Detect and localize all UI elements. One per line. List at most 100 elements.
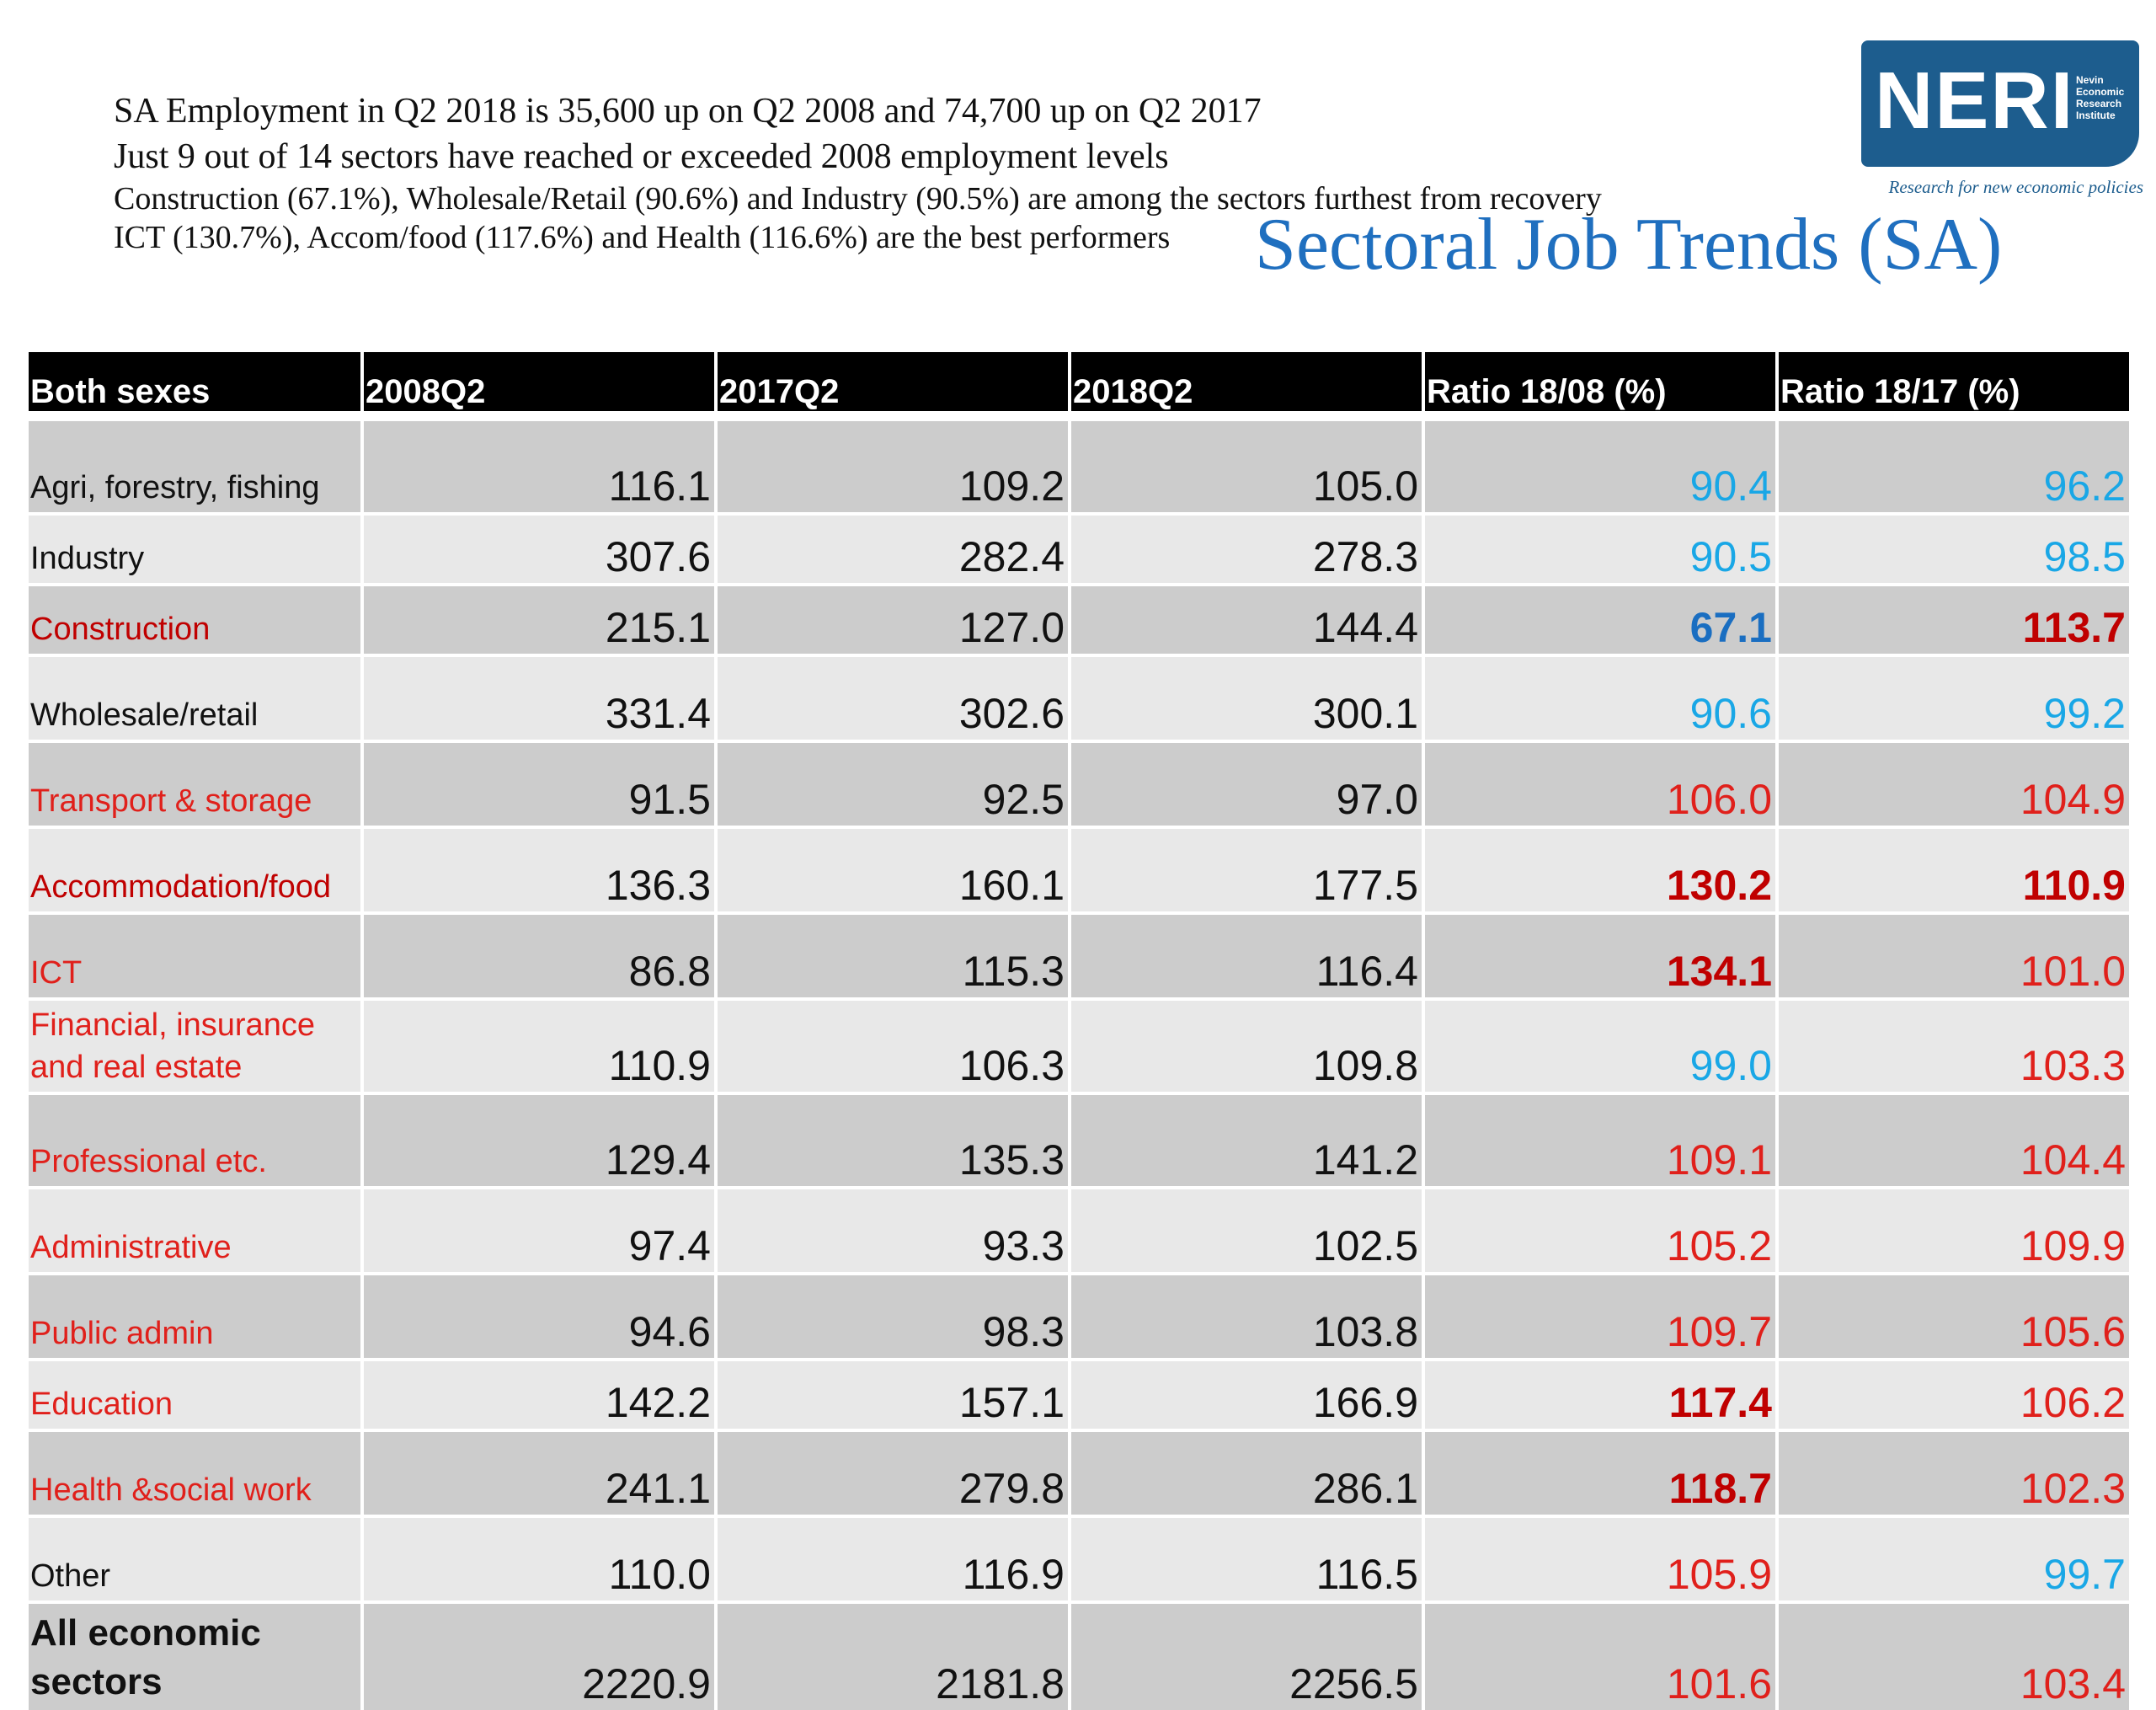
header-2017q2: 2017Q2 bbox=[718, 352, 1068, 411]
sector-label: Accommodation/food bbox=[29, 826, 360, 911]
value-2008q2: 307.6 bbox=[364, 512, 714, 583]
value-2008q2: 142.2 bbox=[364, 1358, 714, 1429]
ratio-18-17: 105.6 bbox=[1779, 1272, 2129, 1358]
table-row: Education 142.2 157.1 166.9 117.4 106.2 bbox=[29, 1358, 2129, 1429]
ratio-18-17: 98.5 bbox=[1779, 512, 2129, 583]
ratio-18-17: 103.3 bbox=[1779, 997, 2129, 1092]
value-2008q2: 241.1 bbox=[364, 1429, 714, 1515]
sector-label: Wholesale/retail bbox=[29, 654, 360, 740]
value-2008q2: 116.1 bbox=[364, 411, 714, 512]
ratio-18-08: 105.9 bbox=[1425, 1515, 1775, 1600]
sector-label: Education bbox=[29, 1358, 360, 1429]
logo-mark: NERI bbox=[1875, 56, 2075, 146]
value-2018q2: 278.3 bbox=[1071, 512, 1422, 583]
ratio-18-08: 117.4 bbox=[1425, 1358, 1775, 1429]
value-2008q2: 86.8 bbox=[364, 911, 714, 997]
table-header-row: Both sexes 2008Q2 2017Q2 2018Q2 Ratio 18… bbox=[29, 352, 2129, 411]
ratio-18-08: 67.1 bbox=[1425, 583, 1775, 654]
table-row: Agri, forestry, fishing 116.1 109.2 105.0 90… bbox=[29, 411, 2129, 512]
value-2018q2: 102.5 bbox=[1071, 1186, 1422, 1272]
value-2008q2: 215.1 bbox=[364, 583, 714, 654]
value-2018q2: 109.8 bbox=[1071, 997, 1422, 1092]
sector-label: Financial, insurance and real estate bbox=[29, 997, 360, 1092]
table-row: Construction 215.1 127.0 144.4 67.1 113.7 bbox=[29, 583, 2129, 654]
ratio-18-17: 99.7 bbox=[1779, 1515, 2129, 1600]
logo-tagline: Research for new economic policies bbox=[1888, 177, 2143, 197]
value-2018q2: 177.5 bbox=[1071, 826, 1422, 911]
intro-text: SA Employment in Q2 2018 is 35,600 up on… bbox=[114, 88, 1790, 257]
ratio-18-08: 118.7 bbox=[1425, 1429, 1775, 1515]
ratio-18-17: 113.7 bbox=[1779, 583, 2129, 654]
value-2017q2: 279.8 bbox=[718, 1429, 1068, 1515]
header-ratio-18-17: Ratio 18/17 (%) bbox=[1779, 352, 2129, 411]
value-2018q2: 144.4 bbox=[1071, 583, 1422, 654]
intro-line-3: Construction (67.1%), Wholesale/Retail (… bbox=[114, 181, 1602, 216]
ratio-18-17: 110.9 bbox=[1779, 826, 2129, 911]
value-2017q2: 98.3 bbox=[718, 1272, 1068, 1358]
table-row: Accommodation/food 136.3 160.1 177.5 130.2 11… bbox=[29, 826, 2129, 911]
table-row: Industry 307.6 282.4 278.3 90.5 98.5 bbox=[29, 512, 2129, 583]
value-2017q2: 115.3 bbox=[718, 911, 1068, 997]
value-2008q2: 91.5 bbox=[364, 740, 714, 826]
sector-label: ICT bbox=[29, 911, 360, 997]
value-2017q2: 116.9 bbox=[718, 1515, 1068, 1600]
logo-badge: NERI Nevin Economic Research Institute bbox=[1861, 40, 2139, 167]
value-2008q2: 94.6 bbox=[364, 1272, 714, 1358]
ratio-18-08: 90.5 bbox=[1425, 512, 1775, 583]
value-2018q2: 116.5 bbox=[1071, 1515, 1422, 1600]
value-2018q2: 103.8 bbox=[1071, 1272, 1422, 1358]
ratio-18-17: 96.2 bbox=[1779, 411, 2129, 512]
table-row: ICT 86.8 115.3 116.4 134.1 101.0 bbox=[29, 911, 2129, 997]
ratio-18-17: 109.9 bbox=[1779, 1186, 2129, 1272]
ratio-18-08: 99.0 bbox=[1425, 997, 1775, 1092]
intro-line-1: SA Employment in Q2 2018 is 35,600 up on… bbox=[114, 92, 1262, 131]
sector-jobs-table: Both sexes 2008Q2 2017Q2 2018Q2 Ratio 18… bbox=[25, 352, 2132, 1710]
value-2018q2: 116.4 bbox=[1071, 911, 1422, 997]
ratio-18-08: 90.4 bbox=[1425, 411, 1775, 512]
value-2018q2: 105.0 bbox=[1071, 411, 1422, 512]
header-ratio-18-08: Ratio 18/08 (%) bbox=[1425, 352, 1775, 411]
table-row: Administrative 97.4 93.3 102.5 105.2 109.9 bbox=[29, 1186, 2129, 1272]
sector-label: Professional etc. bbox=[29, 1092, 360, 1186]
value-2017q2: 127.0 bbox=[718, 583, 1068, 654]
value-2017q2: 106.3 bbox=[718, 997, 1068, 1092]
value-2017q2: 160.1 bbox=[718, 826, 1068, 911]
table-row: Public admin 94.6 98.3 103.8 109.7 105.6 bbox=[29, 1272, 2129, 1358]
sector-label: Health &social work bbox=[29, 1429, 360, 1515]
header-both-sexes: Both sexes bbox=[29, 352, 360, 411]
sector-label: Other bbox=[29, 1515, 360, 1600]
value-2017q2: 135.3 bbox=[718, 1092, 1068, 1186]
value-2017q2: 92.5 bbox=[718, 740, 1068, 826]
ratio-18-17: 102.3 bbox=[1779, 1429, 2129, 1515]
sector-label: Administrative bbox=[29, 1186, 360, 1272]
value-2008q2: 331.4 bbox=[364, 654, 714, 740]
value-2018q2: 286.1 bbox=[1071, 1429, 1422, 1515]
ratio-18-08: 134.1 bbox=[1425, 911, 1775, 997]
neri-logo: NERI Nevin Economic Research Institute R… bbox=[1853, 40, 2143, 209]
ratio-18-17: 106.2 bbox=[1779, 1358, 2129, 1429]
ratio-18-08: 130.2 bbox=[1425, 826, 1775, 911]
value-2017q2: 302.6 bbox=[718, 654, 1068, 740]
ratio-18-08: 106.0 bbox=[1425, 740, 1775, 826]
ratio-18-08: 105.2 bbox=[1425, 1186, 1775, 1272]
value-2008q2: 110.0 bbox=[364, 1515, 714, 1600]
value-2017q2: 157.1 bbox=[718, 1358, 1068, 1429]
ratio-18-17: 99.2 bbox=[1779, 654, 2129, 740]
header-2008q2: 2008Q2 bbox=[364, 352, 714, 411]
value-2008q2: 129.4 bbox=[364, 1092, 714, 1186]
sector-label: Transport & storage bbox=[29, 740, 360, 826]
ratio-18-17: 104.4 bbox=[1779, 1092, 2129, 1186]
value-2008q2: 136.3 bbox=[364, 826, 714, 911]
sector-label: Agri, forestry, fishing bbox=[29, 411, 360, 512]
value-2017q2: 282.4 bbox=[718, 512, 1068, 583]
intro-line-2: Just 9 out of 14 sectors have reached or… bbox=[114, 137, 1169, 176]
value-2017q2: 109.2 bbox=[718, 411, 1068, 512]
table-row: Financial, insurance and real estate 110.… bbox=[29, 997, 2129, 1092]
intro-line-4: ICT (130.7%), Accom/food (117.6%) and He… bbox=[114, 220, 1171, 255]
table-row: Other 110.0 116.9 116.5 105.9 99.7 bbox=[29, 1515, 2129, 1600]
ratio-18-17: 104.9 bbox=[1779, 740, 2129, 826]
sector-label: Public admin bbox=[29, 1272, 360, 1358]
value-2017q2: 93.3 bbox=[718, 1186, 1068, 1272]
table-row: Transport & storage 91.5 92.5 97.0 106.0 104.… bbox=[29, 740, 2129, 826]
table-row: Wholesale/retail 331.4 302.6 300.1 90.6 99.2 bbox=[29, 654, 2129, 740]
